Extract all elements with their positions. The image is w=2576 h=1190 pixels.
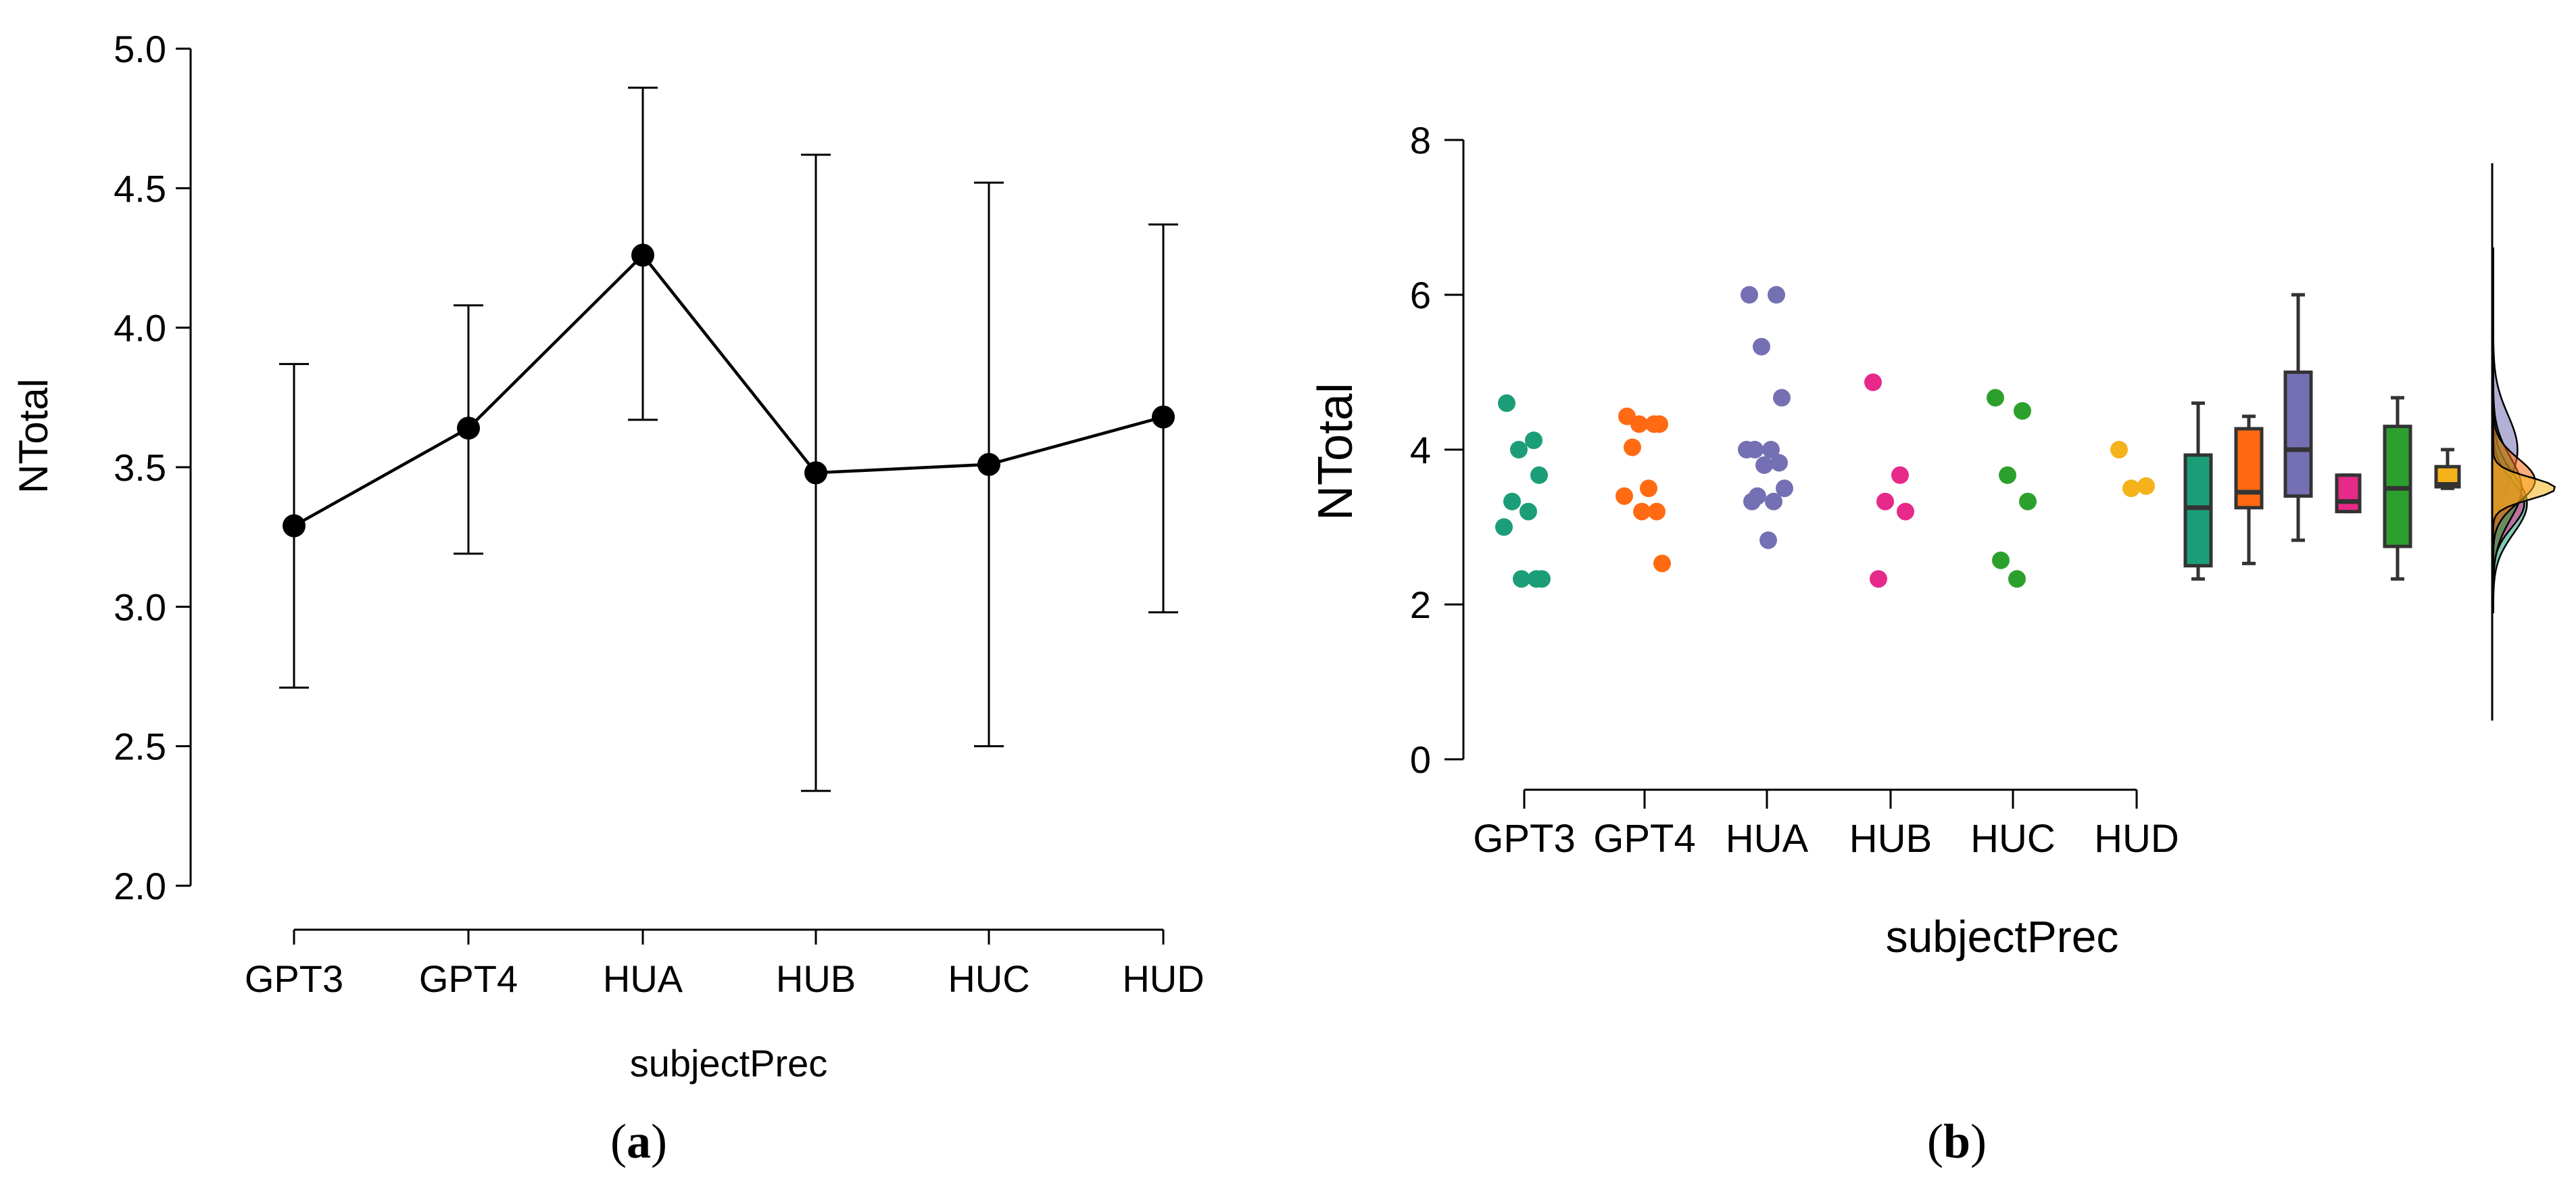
panel-b-data-point xyxy=(1533,570,1551,588)
panel-b-data-point xyxy=(1738,441,1755,458)
panel-b-y-axis-label: NTotal xyxy=(1309,383,1363,521)
panel-a-caption-letter: a xyxy=(627,1114,651,1168)
panel-a-series-line xyxy=(293,253,1164,527)
panel-b-y-tick-label: 0 xyxy=(1410,738,1431,781)
panel-b-caption: (b) xyxy=(1927,1114,1987,1168)
panel-a-x-tick-label: HUD xyxy=(1122,957,1204,1000)
panel-b-data-point xyxy=(1762,441,1780,458)
panel-b-x-tick-label: GPT3 xyxy=(1473,817,1576,861)
panel-a-y-tick-label: 3.0 xyxy=(114,586,166,628)
panel-b-y-tick-label: 4 xyxy=(1410,429,1431,471)
panel-a-mean-points xyxy=(283,243,1175,538)
panel-b-data-point xyxy=(1876,492,1894,510)
panel-a-mean-point xyxy=(1152,405,1175,429)
panel-b-raincloud-chart: 0 2 4 6 8 GPT3 GPT4 HUA HUB HUC HUD NTotal subject… xyxy=(1309,119,2556,1168)
panel-b-data-point xyxy=(1520,502,1537,521)
panel-b-data-point xyxy=(1765,492,1782,510)
panel-b-data-point xyxy=(2014,402,2031,420)
panel-b-data-point xyxy=(2008,570,2026,588)
panel-b-box xyxy=(2234,427,2264,510)
panel-b-data-point xyxy=(2110,441,2128,458)
panel-a-mean-point xyxy=(977,452,1000,476)
panel-b-box xyxy=(2335,473,2362,514)
panel-a-mean-point xyxy=(283,514,306,538)
panel-b-data-point xyxy=(1870,570,1887,588)
panel-b-jitter-points xyxy=(1495,286,2155,588)
panel-b-data-point xyxy=(1651,415,1668,433)
panel-b-data-point xyxy=(1753,337,1770,356)
panel-b-data-point xyxy=(1510,441,1528,458)
panel-b-data-point xyxy=(1987,389,2004,407)
panel-b-data-point xyxy=(1640,479,1657,498)
panel-b-data-point xyxy=(1495,518,1513,536)
panel-a-axes: 2.0 2.5 3.0 3.5 4.0 4.5 5.0 GPT3 GPT4 HUA HUB HUC HU… xyxy=(114,28,1205,1000)
panel-b-data-point xyxy=(1864,373,1882,391)
panel-b-box xyxy=(2183,453,2213,568)
panel-b-data-point xyxy=(1773,389,1791,407)
panel-b-box xyxy=(2283,371,2313,498)
panel-b-data-point xyxy=(1630,415,1648,433)
panel-b-x-tick-label: GPT4 xyxy=(1593,817,1696,861)
panel-a-x-tick-label: HUA xyxy=(603,957,683,1000)
panel-a-mean-point xyxy=(804,461,827,485)
panel-a-x-tick-label: HUC xyxy=(948,957,1029,1000)
panel-b-caption-letter: b xyxy=(1943,1114,1970,1168)
panel-b-x-tick-label: HUA xyxy=(1726,817,1809,861)
panel-b-y-tick-label: 6 xyxy=(1410,274,1431,316)
panel-b-data-point xyxy=(1770,454,1788,472)
panel-b-x-axis-label: subjectPrec xyxy=(1886,911,2119,961)
panel-a-mean-line xyxy=(293,253,1164,527)
panel-b-data-point xyxy=(1891,466,1909,484)
panel-b-data-point xyxy=(2122,479,2140,498)
panel-a-y-tick-label: 4.0 xyxy=(114,307,166,350)
panel-b-data-point xyxy=(1897,502,1914,521)
panel-b-boxplots xyxy=(2183,293,2461,581)
panel-b-data-point xyxy=(1498,394,1515,412)
panel-b-axes: 0 2 4 6 8 GPT3 GPT4 HUA HUB HUC HUD xyxy=(1410,119,2179,861)
panel-b-data-point xyxy=(1513,570,1530,588)
panel-b-data-point xyxy=(1741,286,1758,304)
panel-a-y-tick-label: 4.5 xyxy=(114,167,166,210)
panel-a-mean-point xyxy=(631,243,654,267)
panel-b-data-point xyxy=(1615,487,1633,505)
panel-b-y-tick-label: 2 xyxy=(1410,584,1431,626)
panel-b-data-point xyxy=(1648,502,1666,521)
panel-b-data-point xyxy=(1624,438,1641,456)
panel-b-data-point xyxy=(1768,286,1785,304)
panel-b-data-point xyxy=(1530,466,1548,484)
panel-a-y-tick-label: 2.5 xyxy=(114,725,166,768)
panel-b-x-tick-label: HUB xyxy=(1849,817,1932,861)
panel-b-data-point xyxy=(1759,531,1777,549)
panel-a-y-tick-label: 5.0 xyxy=(114,28,166,70)
panel-a-x-tick-label: HUB xyxy=(776,957,856,1000)
panel-a-mean-point xyxy=(457,416,480,440)
panel-a-y-axis-label: NTotal xyxy=(11,379,56,494)
panel-a-caption: (a) xyxy=(610,1114,667,1168)
panel-a-line-chart: 2.0 2.5 3.0 3.5 4.0 4.5 5.0 GPT3 GPT4 HUA HUB HUC HU… xyxy=(11,28,1205,1168)
panel-b-density-clouds xyxy=(2491,163,2556,721)
panel-a-error-bars xyxy=(279,87,1178,792)
panel-b-x-tick-label: HUD xyxy=(2094,817,2179,861)
panel-b-data-point xyxy=(1999,466,2016,484)
panel-b-y-tick-label: 8 xyxy=(1410,119,1431,162)
panel-b-data-point xyxy=(1776,479,1793,498)
panel-a-y-tick-label: 2.0 xyxy=(114,865,166,907)
panel-a-x-tick-label: GPT4 xyxy=(419,957,518,1000)
panel-a-x-tick-label: GPT3 xyxy=(245,957,343,1000)
panel-b-data-point xyxy=(1653,554,1671,573)
panel-b-data-point xyxy=(2019,492,2037,510)
panel-b-data-point xyxy=(1525,431,1542,450)
panel-b-data-point xyxy=(1992,551,2010,569)
panel-a-x-axis-label: subjectPrec xyxy=(630,1042,828,1085)
panel-b-data-point xyxy=(1633,502,1651,521)
panel-b-data-point xyxy=(1755,456,1773,474)
panel-b-data-point xyxy=(2137,477,2155,495)
panel-b-data-point xyxy=(1743,492,1761,510)
panel-b-x-tick-label: HUC xyxy=(1970,817,2056,861)
panel-b-data-point xyxy=(1503,492,1521,510)
panel-a-y-tick-label: 3.5 xyxy=(114,446,166,489)
